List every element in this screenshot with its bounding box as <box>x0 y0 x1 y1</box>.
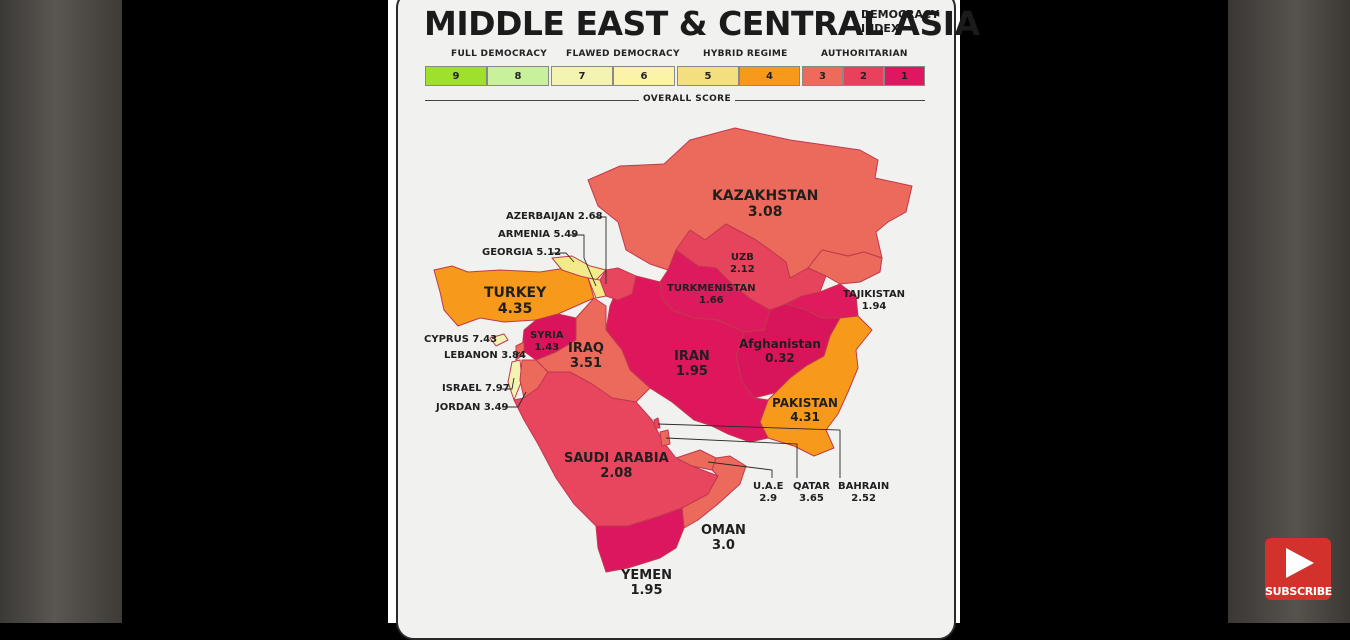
legend-category-full-democracy: FULL DEMOCRACY <box>451 49 548 59</box>
label-pakistan: PAKISTAN 4.31 <box>772 396 838 424</box>
side-label-azerbaijan: AZERBAIJAN 2.68 <box>506 211 603 222</box>
country-cyprus <box>489 333 509 347</box>
label-uzbekistan: UZB 2.12 <box>730 252 755 275</box>
label-turkmenistan: TURKMENISTAN 1.66 <box>667 283 756 306</box>
country-turkey <box>433 265 595 327</box>
legend-scale-7: 7 <box>551 66 613 86</box>
leader-uae <box>707 461 773 478</box>
leader-bahrain <box>657 423 841 478</box>
country-pakistan <box>759 315 873 457</box>
country-yemen <box>595 507 685 573</box>
country-armenia <box>587 277 607 299</box>
leader-georgia <box>550 252 575 263</box>
label-kazakhstan: KAZAKHSTAN 3.08 <box>712 188 819 221</box>
subtitle-line-1: DEMOCRACY <box>861 8 940 21</box>
video-pillarbox-left <box>0 0 122 623</box>
country-oman <box>681 455 747 529</box>
label-tajikistan: TAJIKISTAN 1.94 <box>843 289 906 312</box>
play-icon <box>1286 548 1314 578</box>
country-azerbaijan <box>599 267 637 301</box>
legend-scale-9: 9 <box>425 66 487 86</box>
leader-israel <box>502 377 515 390</box>
leader-lebanon <box>515 351 521 357</box>
legend-scale-8: 8 <box>487 66 549 86</box>
legend-scale-3: 3 <box>802 66 843 86</box>
legend-category-authoritarian: AUTHORITARIAN <box>821 49 908 59</box>
legend-scale-2: 2 <box>843 66 884 86</box>
label-yemen: YEMEN 1.95 <box>621 568 672 598</box>
label-iran: IRAN 1.95 <box>674 349 710 379</box>
country-bahrain <box>653 417 661 429</box>
subtitle-line-2: INDEX <box>861 22 900 35</box>
side-label-lebanon: LEBANON 3.84 <box>444 350 526 361</box>
side-label-jordan: JORDAN 3.49 <box>436 402 509 413</box>
region-map <box>433 127 913 573</box>
video-pillarbox-right <box>1228 0 1350 623</box>
country-lebanon <box>515 341 525 361</box>
legend-scale-4: 4 <box>739 66 800 86</box>
legend-scale-1: 1 <box>884 66 925 86</box>
country-georgia <box>551 255 607 281</box>
leader-qatar <box>665 437 798 478</box>
label-turkey: TURKEY 4.35 <box>484 285 547 318</box>
legend-scale-6: 6 <box>613 66 675 86</box>
leader-jordan <box>502 391 527 408</box>
map-title: MIDDLE EAST & CENTRAL ASIA <box>424 4 980 43</box>
label-syria: SYRIA 1.43 <box>530 330 564 353</box>
subscribe-label[interactable]: SUBSCRIBE <box>1265 585 1332 598</box>
label-saudi-arabia: SAUDI ARABIA 2.08 <box>564 451 669 481</box>
legend-scale-5: 5 <box>677 66 739 86</box>
side-label-armenia: ARMENIA 5.49 <box>498 229 579 240</box>
side-label-cyprus: CYPRUS 7.43 <box>424 334 498 345</box>
legend-category-hybrid-regime: HYBRID REGIME <box>703 49 788 59</box>
leader-azerbaijan <box>594 216 607 284</box>
country-kyrgyzstan <box>807 249 883 285</box>
country-israel <box>507 359 523 401</box>
side-label-georgia: GEORGIA 5.12 <box>482 247 562 258</box>
label-uae: U.A.E 2.9 <box>753 481 784 504</box>
overall-score-label: OVERALL SCORE <box>639 94 736 104</box>
label-bahrain: BAHRAIN 2.52 <box>838 481 890 504</box>
side-label-israel: ISRAEL 7.97 <box>442 383 510 394</box>
leader-armenia <box>570 234 597 287</box>
map-subtitle: DEMOCRACY INDEX <box>861 8 941 36</box>
label-afghanistan: Afghanistan 0.32 <box>739 337 821 365</box>
label-qatar: QATAR 3.65 <box>793 481 830 504</box>
label-iraq: IRAQ 3.51 <box>568 341 604 371</box>
label-oman: OMAN 3.0 <box>701 523 746 553</box>
country-qatar <box>659 429 671 447</box>
legend-category-flawed-democracy: FLAWED DEMOCRACY <box>566 49 680 59</box>
